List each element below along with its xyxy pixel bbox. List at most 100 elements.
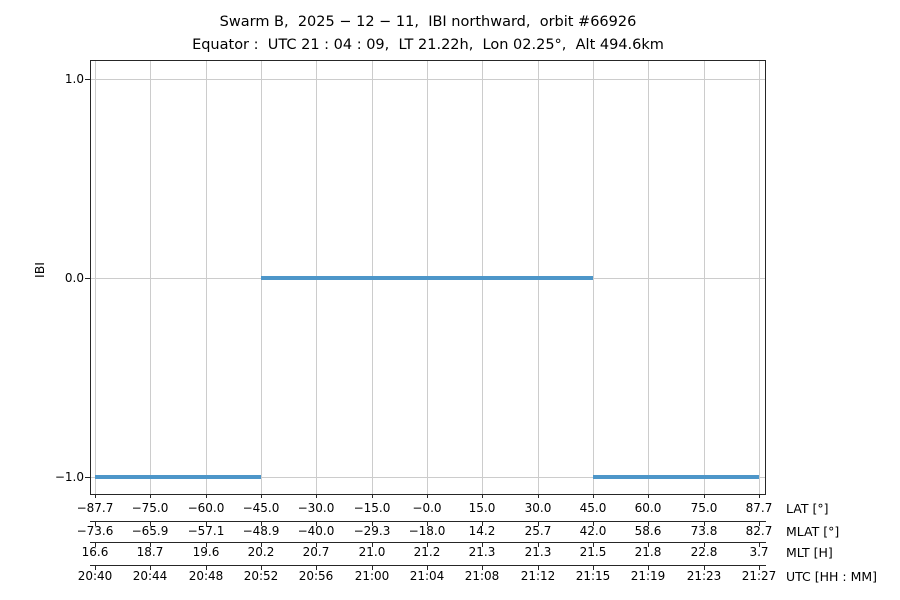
x-tick-label: 21.3 bbox=[524, 545, 552, 559]
x-axis-separator bbox=[90, 542, 766, 543]
x-tick-mark bbox=[482, 566, 483, 570]
x-tick-label: 73.8 bbox=[690, 524, 718, 538]
chart-title: Swarm B, 2025 − 12 − 11, IBI northward, … bbox=[219, 14, 637, 30]
x-tick-mark bbox=[150, 522, 151, 526]
x-tick-mark bbox=[316, 566, 317, 570]
x-tick-label: 87.7 bbox=[745, 501, 773, 515]
x-tick-label: −29.3 bbox=[353, 524, 391, 538]
x-tick-mark bbox=[261, 522, 262, 526]
x-tick-label: 60.0 bbox=[634, 501, 662, 515]
x-tick-label: 21:27 bbox=[741, 569, 777, 583]
x-tick-label: 25.7 bbox=[524, 524, 552, 538]
x-tick-label: 20:56 bbox=[298, 569, 334, 583]
x-tick-mark bbox=[372, 566, 373, 570]
x-tick-label: −73.6 bbox=[76, 524, 114, 538]
x-tick-label: 3.7 bbox=[749, 545, 769, 559]
x-tick-mark bbox=[261, 494, 262, 498]
x-tick-mark bbox=[482, 543, 483, 547]
x-tick-label: −65.9 bbox=[131, 524, 169, 538]
x-tick-label: 20:44 bbox=[132, 569, 168, 583]
x-tick-mark bbox=[206, 522, 207, 526]
x-axis-row-label-utc: UTC [HH : MM] bbox=[786, 569, 878, 584]
y-tick-mark bbox=[85, 278, 90, 279]
x-tick-label: 21.8 bbox=[634, 545, 662, 559]
x-tick-mark bbox=[150, 543, 151, 547]
x-tick-label: −60.0 bbox=[187, 501, 225, 515]
x-tick-label: 30.0 bbox=[524, 501, 552, 515]
x-tick-label: 21:15 bbox=[575, 569, 611, 583]
y-tick-mark bbox=[85, 477, 90, 478]
x-tick-label: 20.7 bbox=[302, 545, 330, 559]
x-tick-label: −0.0 bbox=[412, 501, 442, 515]
x-tick-label: 21:04 bbox=[409, 569, 445, 583]
x-tick-label: −45.0 bbox=[242, 501, 280, 515]
x-tick-mark bbox=[648, 543, 649, 547]
x-tick-mark bbox=[372, 522, 373, 526]
x-tick-label: 21.2 bbox=[413, 545, 441, 559]
x-tick-mark bbox=[648, 494, 649, 498]
x-tick-label: 21.5 bbox=[579, 545, 607, 559]
x-tick-mark bbox=[704, 494, 705, 498]
x-tick-mark bbox=[704, 522, 705, 526]
x-tick-mark bbox=[427, 494, 428, 498]
x-tick-label: −87.7 bbox=[76, 501, 114, 515]
x-axis-separator bbox=[90, 521, 766, 522]
x-tick-label: −57.1 bbox=[187, 524, 225, 538]
x-tick-label: −18.0 bbox=[408, 524, 446, 538]
x-tick-label: 22.8 bbox=[690, 545, 718, 559]
x-tick-mark bbox=[95, 566, 96, 570]
x-tick-mark bbox=[316, 494, 317, 498]
x-tick-mark bbox=[538, 566, 539, 570]
chart-title-block: Swarm B, 2025 − 12 − 11, IBI northward, … bbox=[90, 11, 766, 57]
x-tick-label: 21:00 bbox=[354, 569, 390, 583]
x-tick-label: 16.6 bbox=[81, 545, 109, 559]
x-tick-mark bbox=[427, 543, 428, 547]
x-gridline bbox=[648, 61, 649, 494]
x-tick-mark bbox=[648, 522, 649, 526]
x-tick-mark bbox=[372, 543, 373, 547]
x-tick-label: 21:23 bbox=[686, 569, 722, 583]
y-tick-mark bbox=[85, 79, 90, 80]
x-gridline bbox=[95, 61, 96, 494]
plot-area bbox=[90, 60, 766, 495]
x-tick-mark bbox=[538, 522, 539, 526]
x-tick-mark bbox=[261, 543, 262, 547]
x-tick-label: 20:48 bbox=[188, 569, 224, 583]
x-tick-mark bbox=[95, 543, 96, 547]
x-tick-label: 82.7 bbox=[745, 524, 773, 538]
x-tick-label: 21:12 bbox=[520, 569, 556, 583]
x-tick-label: 20:52 bbox=[243, 569, 279, 583]
x-tick-label: 21:19 bbox=[630, 569, 666, 583]
x-tick-label: −48.9 bbox=[242, 524, 280, 538]
x-tick-mark bbox=[704, 543, 705, 547]
x-tick-label: −15.0 bbox=[353, 501, 391, 515]
x-tick-label: 21.0 bbox=[358, 545, 386, 559]
x-tick-label: 21:08 bbox=[464, 569, 500, 583]
x-tick-label: 15.0 bbox=[468, 501, 496, 515]
x-tick-mark bbox=[150, 566, 151, 570]
chart-subtitle: Equator : UTC 21 : 04 : 09, LT 21.22h, L… bbox=[192, 37, 664, 53]
x-tick-mark bbox=[95, 494, 96, 498]
x-tick-mark bbox=[759, 494, 760, 498]
x-tick-mark bbox=[648, 566, 649, 570]
x-gridline bbox=[206, 61, 207, 494]
x-tick-mark bbox=[593, 522, 594, 526]
x-tick-label: 18.7 bbox=[136, 545, 164, 559]
y-gridline bbox=[91, 79, 765, 80]
x-tick-mark bbox=[482, 494, 483, 498]
x-tick-label: 19.6 bbox=[192, 545, 220, 559]
x-axis-row-label-mlat: MLAT [°] bbox=[786, 524, 840, 539]
x-tick-mark bbox=[206, 566, 207, 570]
x-tick-label: 45.0 bbox=[579, 501, 607, 515]
x-tick-label: 20:40 bbox=[77, 569, 113, 583]
x-tick-mark bbox=[593, 494, 594, 498]
x-tick-mark bbox=[593, 566, 594, 570]
x-tick-mark bbox=[759, 543, 760, 547]
x-tick-mark bbox=[538, 494, 539, 498]
x-tick-mark bbox=[482, 522, 483, 526]
x-tick-mark bbox=[427, 522, 428, 526]
x-tick-mark bbox=[704, 566, 705, 570]
x-tick-mark bbox=[150, 494, 151, 498]
x-tick-mark bbox=[538, 543, 539, 547]
